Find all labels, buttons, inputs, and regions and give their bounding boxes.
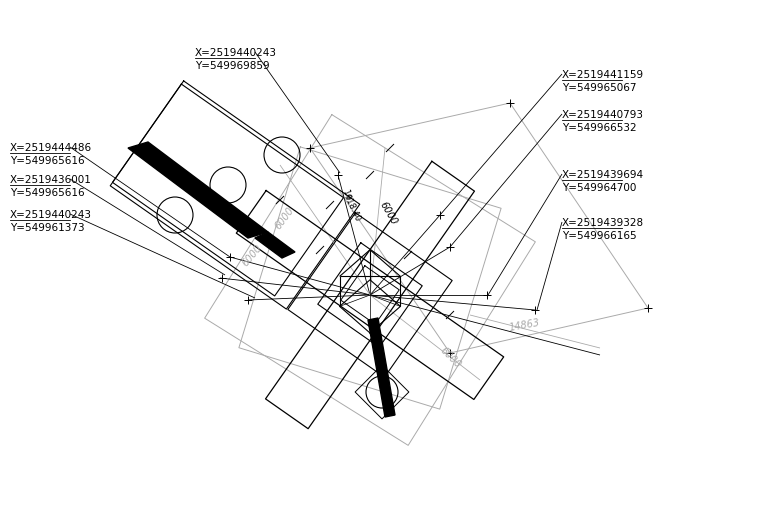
- Text: 918.40: 918.40: [342, 193, 363, 223]
- Text: Y=549965616: Y=549965616: [10, 156, 84, 166]
- Text: 6000: 6000: [438, 346, 462, 370]
- Text: Y=549969859: Y=549969859: [195, 61, 270, 71]
- Text: X=2519440243: X=2519440243: [195, 48, 277, 58]
- Text: Y=549965067: Y=549965067: [562, 83, 637, 93]
- Text: 1e: 1e: [340, 188, 353, 202]
- Text: Y=549961373: Y=549961373: [10, 223, 84, 233]
- Text: X=2519440243: X=2519440243: [10, 210, 92, 220]
- Text: Y=549966532: Y=549966532: [562, 123, 637, 133]
- Text: X=2519436001: X=2519436001: [10, 175, 92, 185]
- Polygon shape: [368, 318, 395, 417]
- Polygon shape: [255, 232, 295, 258]
- Text: X=2519441159: X=2519441159: [562, 70, 644, 80]
- Text: X=2519439694: X=2519439694: [562, 170, 644, 180]
- Text: 14863: 14863: [508, 318, 540, 332]
- Text: X=2519444486: X=2519444486: [10, 143, 92, 153]
- Polygon shape: [128, 142, 268, 238]
- Text: 6000: 6000: [378, 200, 398, 226]
- Text: 6000: 6000: [274, 205, 296, 231]
- Text: 6000: 6000: [240, 242, 264, 268]
- Text: Y=549966165: Y=549966165: [562, 231, 637, 241]
- Text: Y=549965616: Y=549965616: [10, 188, 84, 198]
- Text: X=2519440793: X=2519440793: [562, 110, 644, 120]
- Text: X=2519439328: X=2519439328: [562, 218, 644, 228]
- Text: Y=549964700: Y=549964700: [562, 183, 636, 193]
